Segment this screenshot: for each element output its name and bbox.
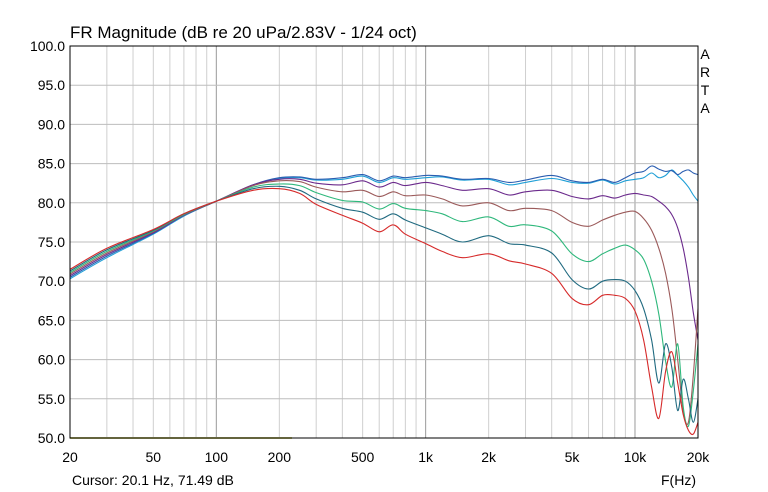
y-tick-labels: 100.0 95.0 90.0 85.0 80.0 75.0 70.0 65.0 60.0 55.… xyxy=(30,38,65,446)
x-tick-label: 20 xyxy=(62,449,78,465)
cursor-readout: Cursor: 20.1 Hz, 71.49 dB xyxy=(72,472,234,488)
y-tick-label: 60.0 xyxy=(38,352,65,368)
y-tick-label: 80.0 xyxy=(38,195,65,211)
x-tick-label: 20k xyxy=(687,449,711,465)
series-line-3 xyxy=(69,178,699,341)
series-line-1 xyxy=(69,169,699,280)
x-tick-label: 50 xyxy=(146,449,162,465)
x-tick-label: 5k xyxy=(565,449,581,465)
brand-letter: R xyxy=(700,64,710,80)
y-tick-label: 70.0 xyxy=(38,273,65,289)
x-tick-label: 10k xyxy=(624,449,648,465)
plot-frame xyxy=(69,45,699,439)
series-line-4 xyxy=(69,179,699,425)
brand-letter: A xyxy=(700,100,710,116)
brand-letter: T xyxy=(701,82,710,98)
y-tick-label: 65.0 xyxy=(38,312,65,328)
grid-lines xyxy=(69,45,699,439)
y-tick-label: 90.0 xyxy=(38,116,65,132)
y-tick-label: 55.0 xyxy=(38,391,65,407)
x-tick-label: 100 xyxy=(205,449,229,465)
x-tick-label: 2k xyxy=(481,449,497,465)
brand-letter: A xyxy=(700,46,710,62)
series-line-7 xyxy=(69,187,699,436)
x-tick-labels: 20 50 100 200 500 1k 2k 5k 10k 20k xyxy=(62,449,710,465)
x-tick-label: 1k xyxy=(418,449,434,465)
chart-title: FR Magnitude (dB re 20 uPa/2.83V - 1/24 … xyxy=(70,23,417,42)
y-tick-label: 100.0 xyxy=(30,38,65,54)
y-tick-label: 50.0 xyxy=(38,430,65,446)
y-tick-label: 75.0 xyxy=(38,234,65,250)
x-tick-label: 500 xyxy=(351,449,375,465)
series-line-5 xyxy=(69,183,699,428)
x-tick-label: 200 xyxy=(268,449,292,465)
y-tick-label: 95.0 xyxy=(38,77,65,93)
series-line-6 xyxy=(69,185,699,423)
x-axis-label: F(Hz) xyxy=(661,472,696,488)
series-line-2 xyxy=(69,165,699,278)
y-tick-label: 85.0 xyxy=(38,156,65,172)
